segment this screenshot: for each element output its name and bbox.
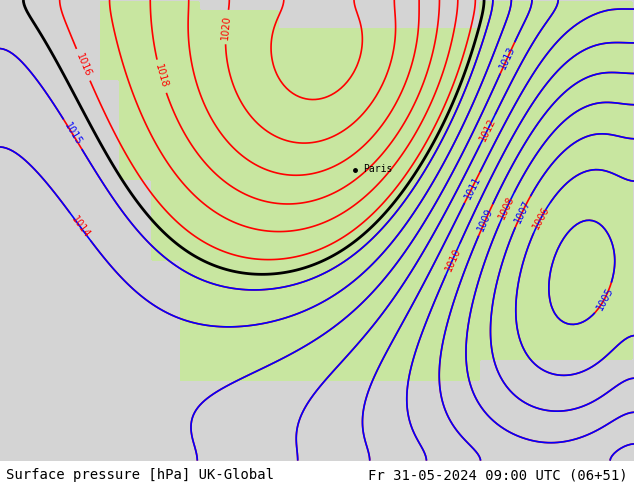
Text: 1016: 1016 (74, 51, 93, 78)
Text: 1009: 1009 (476, 207, 495, 233)
Text: 1018: 1018 (153, 63, 169, 90)
Text: 1013: 1013 (498, 45, 517, 71)
Text: 1011: 1011 (462, 174, 482, 201)
Text: Fr 31-05-2024 09:00 UTC (06+51): Fr 31-05-2024 09:00 UTC (06+51) (368, 468, 628, 482)
Text: 1010: 1010 (443, 246, 462, 272)
Text: 1015: 1015 (62, 121, 84, 147)
Text: 1006: 1006 (531, 204, 552, 231)
Text: 1014: 1014 (69, 214, 91, 240)
Text: 1007: 1007 (513, 198, 533, 225)
Text: 1020: 1020 (220, 14, 232, 40)
Text: Surface pressure [hPa] UK-Global: Surface pressure [hPa] UK-Global (6, 468, 275, 482)
Text: 1012: 1012 (477, 117, 498, 143)
Text: Paris: Paris (363, 164, 392, 174)
Text: 1008: 1008 (497, 195, 516, 221)
Text: 1005: 1005 (595, 285, 615, 312)
